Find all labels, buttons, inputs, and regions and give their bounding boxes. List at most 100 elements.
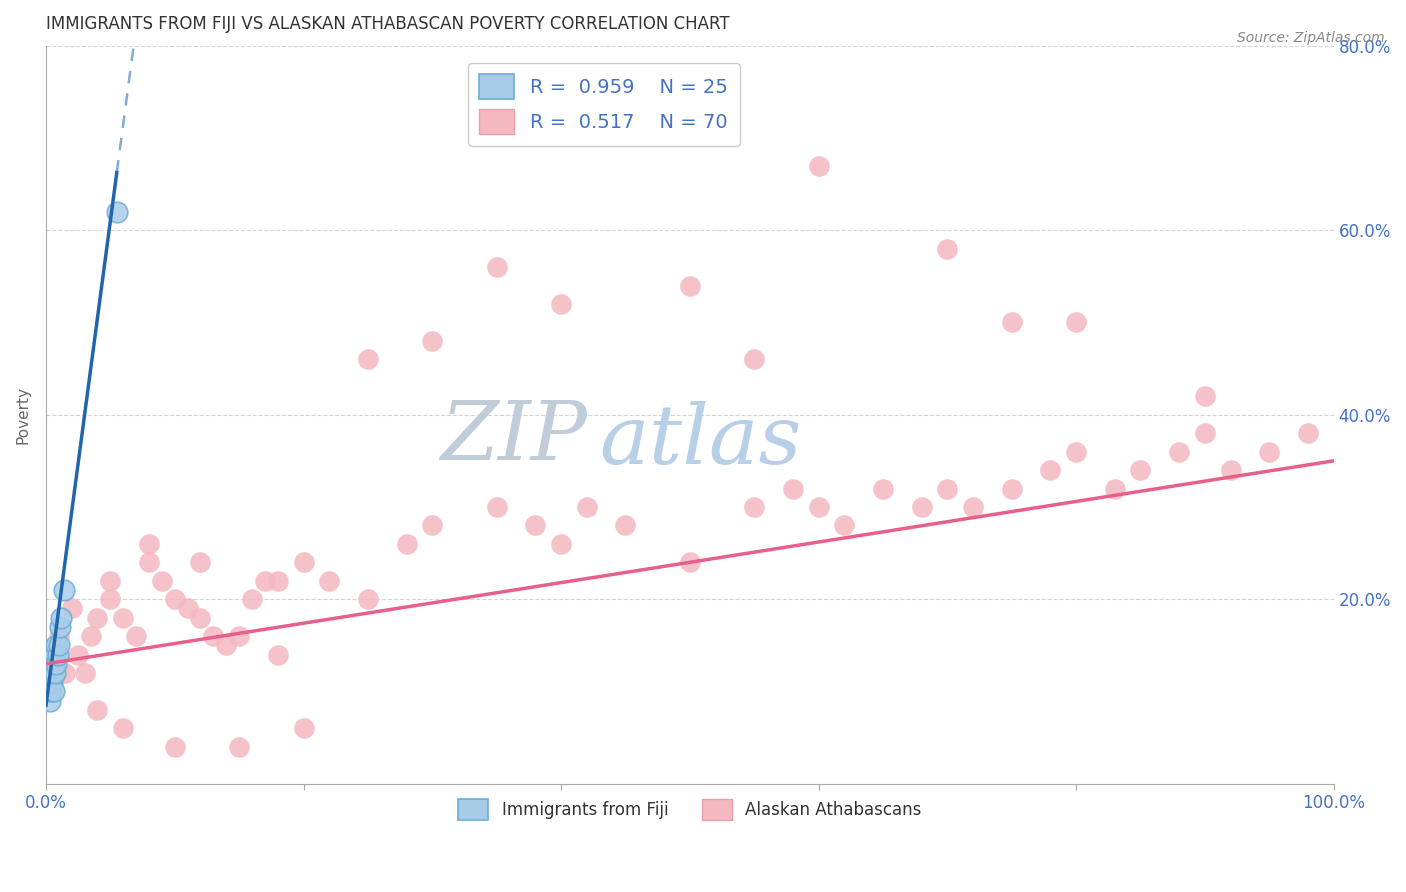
Point xyxy=(292,722,315,736)
Point xyxy=(679,555,702,569)
Point xyxy=(45,657,67,671)
Point xyxy=(105,204,128,219)
Point xyxy=(98,592,121,607)
Point xyxy=(42,657,65,671)
Point xyxy=(318,574,340,588)
Point xyxy=(872,482,894,496)
Point xyxy=(86,703,108,717)
Point xyxy=(962,500,984,514)
Point xyxy=(53,582,76,597)
Point xyxy=(67,648,90,662)
Point xyxy=(37,666,59,681)
Point xyxy=(38,684,60,698)
Point xyxy=(420,334,443,348)
Point xyxy=(240,592,263,607)
Point xyxy=(39,684,62,698)
Point xyxy=(112,610,135,624)
Point xyxy=(485,500,508,514)
Point xyxy=(1064,315,1087,329)
Point xyxy=(228,629,250,643)
Point xyxy=(48,638,70,652)
Point xyxy=(1039,463,1062,477)
Point xyxy=(228,739,250,754)
Point xyxy=(267,574,290,588)
Point xyxy=(41,648,63,662)
Point xyxy=(485,260,508,274)
Point xyxy=(807,500,830,514)
Point xyxy=(550,537,572,551)
Point xyxy=(138,537,160,551)
Point xyxy=(1104,482,1126,496)
Point xyxy=(910,500,932,514)
Point xyxy=(202,629,225,643)
Point xyxy=(112,722,135,736)
Point xyxy=(38,694,60,708)
Point xyxy=(1168,444,1191,458)
Point xyxy=(138,555,160,569)
Point xyxy=(125,629,148,643)
Point xyxy=(1064,444,1087,458)
Point xyxy=(98,574,121,588)
Point xyxy=(742,500,765,514)
Point xyxy=(45,638,67,652)
Point xyxy=(51,610,73,624)
Point xyxy=(86,610,108,624)
Point xyxy=(41,675,63,690)
Point xyxy=(176,601,198,615)
Point xyxy=(37,684,59,698)
Point xyxy=(1258,444,1281,458)
Text: atlas: atlas xyxy=(600,401,801,481)
Point xyxy=(420,518,443,533)
Point xyxy=(38,657,60,671)
Point xyxy=(49,620,72,634)
Point xyxy=(150,574,173,588)
Point xyxy=(41,666,63,681)
Point xyxy=(190,555,212,569)
Point xyxy=(807,159,830,173)
Point xyxy=(679,278,702,293)
Legend: Immigrants from Fiji, Alaskan Athabascans: Immigrants from Fiji, Alaskan Athabascan… xyxy=(451,792,928,827)
Point xyxy=(1194,426,1216,441)
Point xyxy=(292,555,315,569)
Point xyxy=(39,657,62,671)
Point xyxy=(575,500,598,514)
Point xyxy=(357,352,380,367)
Point xyxy=(53,666,76,681)
Y-axis label: Poverty: Poverty xyxy=(15,385,30,443)
Point xyxy=(742,352,765,367)
Point xyxy=(253,574,276,588)
Point xyxy=(614,518,637,533)
Point xyxy=(524,518,547,533)
Point xyxy=(357,592,380,607)
Point xyxy=(44,648,66,662)
Text: ZIP: ZIP xyxy=(440,397,586,477)
Point xyxy=(782,482,804,496)
Point xyxy=(936,482,959,496)
Point xyxy=(834,518,856,533)
Point xyxy=(267,648,290,662)
Point xyxy=(1194,389,1216,403)
Point xyxy=(38,675,60,690)
Point xyxy=(38,675,60,690)
Point xyxy=(60,601,83,615)
Point xyxy=(80,629,103,643)
Text: Source: ZipAtlas.com: Source: ZipAtlas.com xyxy=(1237,31,1385,45)
Point xyxy=(163,592,186,607)
Point xyxy=(48,629,70,643)
Point xyxy=(46,648,69,662)
Point xyxy=(190,610,212,624)
Point xyxy=(73,666,96,681)
Point xyxy=(1296,426,1319,441)
Text: IMMIGRANTS FROM FIJI VS ALASKAN ATHABASCAN POVERTY CORRELATION CHART: IMMIGRANTS FROM FIJI VS ALASKAN ATHABASC… xyxy=(46,15,730,33)
Point xyxy=(163,739,186,754)
Point xyxy=(550,297,572,311)
Point xyxy=(38,666,60,681)
Point xyxy=(1001,482,1024,496)
Point xyxy=(395,537,418,551)
Point xyxy=(215,638,238,652)
Point xyxy=(44,666,66,681)
Point xyxy=(936,242,959,256)
Point xyxy=(1001,315,1024,329)
Point xyxy=(1219,463,1241,477)
Point xyxy=(42,684,65,698)
